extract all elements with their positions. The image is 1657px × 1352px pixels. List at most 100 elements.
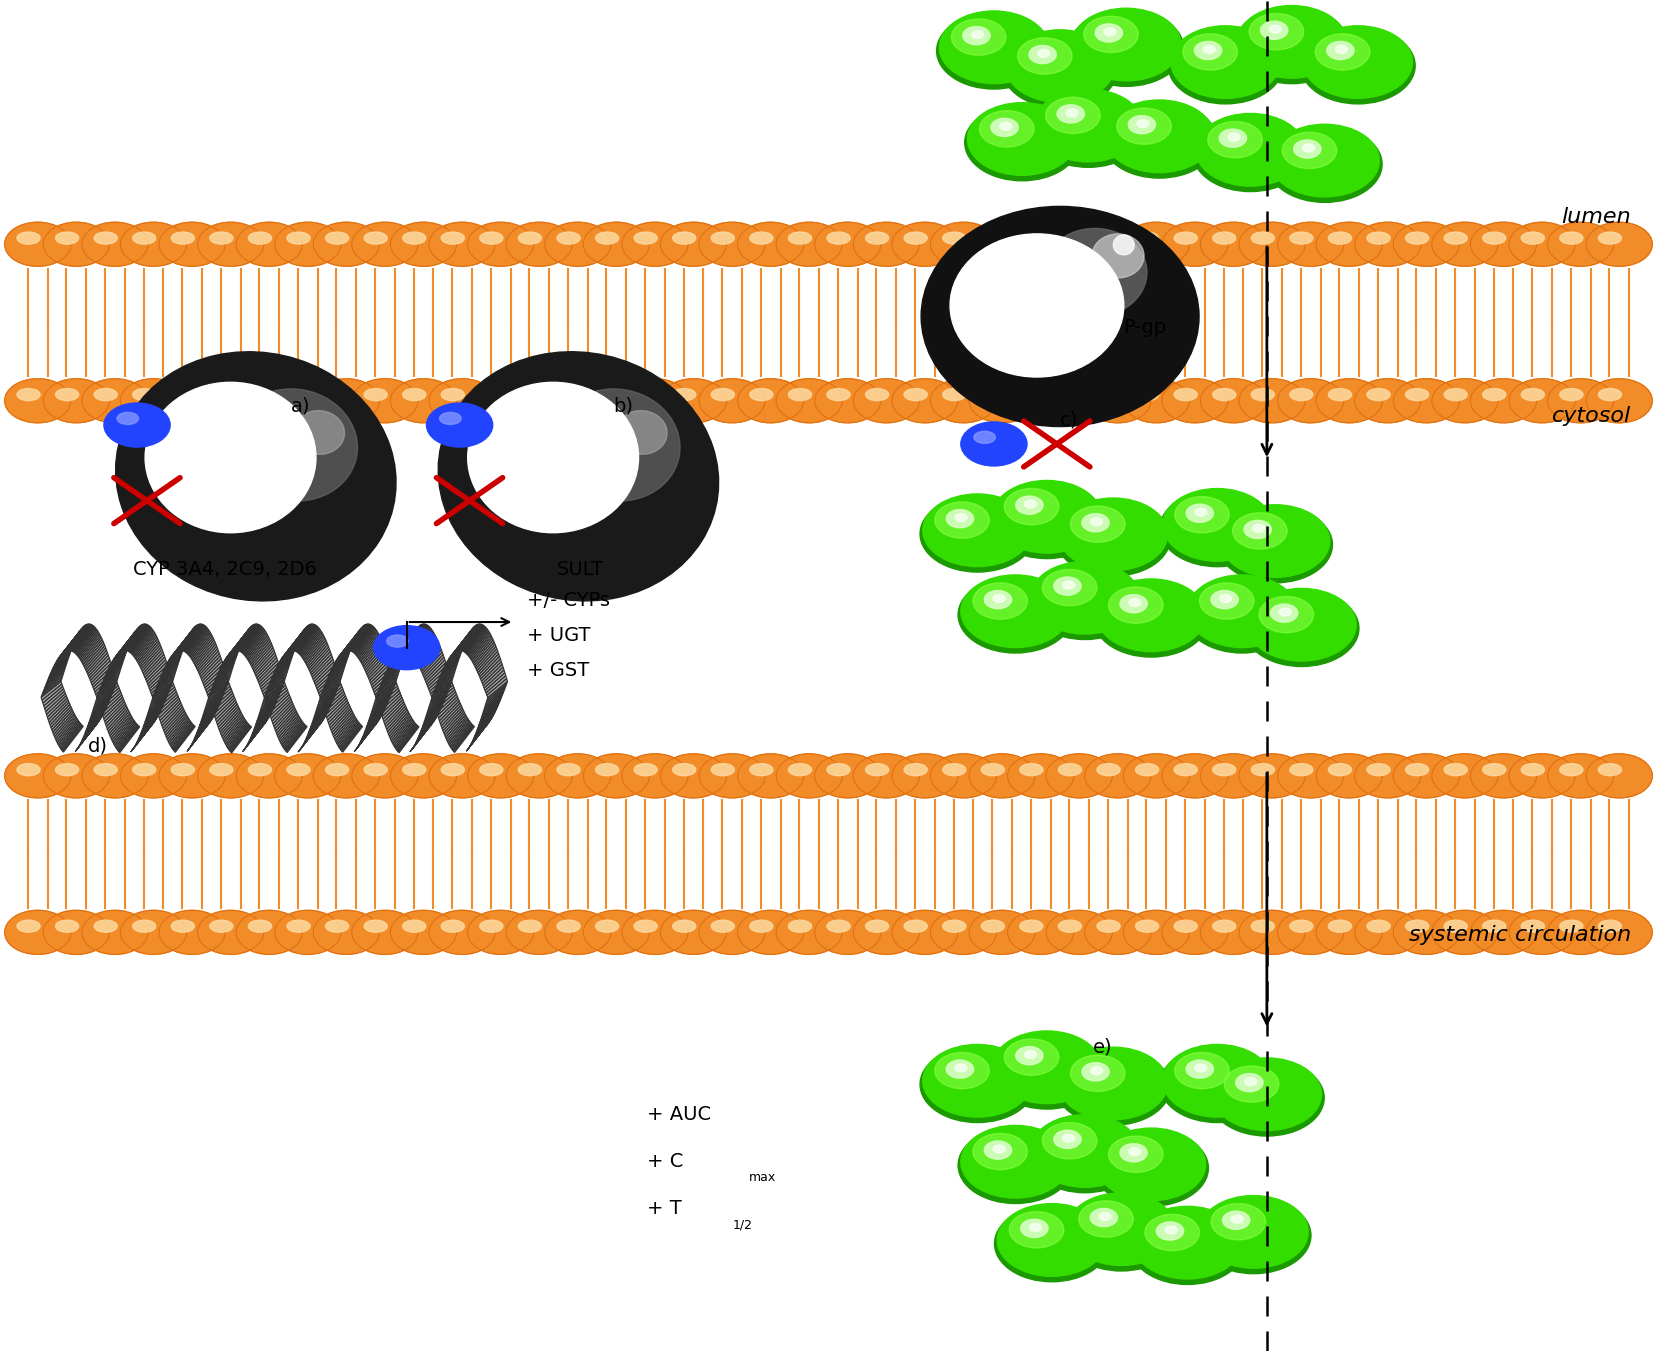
Polygon shape — [186, 626, 205, 653]
Polygon shape — [56, 717, 78, 742]
Polygon shape — [432, 683, 452, 702]
Polygon shape — [361, 639, 383, 665]
Polygon shape — [474, 714, 494, 740]
Polygon shape — [81, 637, 103, 662]
Polygon shape — [192, 717, 214, 744]
Polygon shape — [176, 625, 197, 652]
Polygon shape — [205, 672, 227, 692]
Polygon shape — [60, 722, 81, 749]
Ellipse shape — [699, 754, 766, 798]
Polygon shape — [441, 704, 462, 729]
Polygon shape — [388, 642, 409, 668]
Ellipse shape — [351, 222, 418, 266]
Ellipse shape — [275, 754, 341, 798]
Polygon shape — [303, 719, 323, 746]
Polygon shape — [439, 699, 459, 721]
Ellipse shape — [325, 764, 348, 776]
Polygon shape — [182, 625, 204, 652]
Ellipse shape — [1239, 379, 1306, 423]
Ellipse shape — [365, 921, 388, 933]
Polygon shape — [169, 635, 189, 661]
Polygon shape — [285, 725, 305, 750]
Ellipse shape — [237, 910, 302, 955]
Ellipse shape — [1251, 764, 1274, 776]
Polygon shape — [61, 627, 83, 654]
Polygon shape — [321, 676, 341, 695]
Polygon shape — [78, 633, 99, 658]
Ellipse shape — [1521, 388, 1544, 400]
Ellipse shape — [81, 379, 147, 423]
Polygon shape — [205, 688, 225, 710]
Polygon shape — [318, 683, 340, 703]
Ellipse shape — [1432, 754, 1498, 798]
Ellipse shape — [1165, 1226, 1176, 1234]
Ellipse shape — [1316, 754, 1382, 798]
Ellipse shape — [426, 403, 492, 448]
Polygon shape — [406, 625, 426, 650]
Polygon shape — [416, 718, 436, 744]
Polygon shape — [293, 625, 315, 650]
Polygon shape — [104, 702, 126, 725]
Polygon shape — [423, 703, 442, 727]
Polygon shape — [242, 725, 263, 752]
Polygon shape — [260, 669, 282, 690]
Polygon shape — [200, 656, 220, 679]
Ellipse shape — [197, 910, 263, 955]
Ellipse shape — [737, 754, 804, 798]
Ellipse shape — [635, 764, 658, 776]
Polygon shape — [297, 626, 318, 653]
Polygon shape — [414, 631, 434, 658]
Polygon shape — [358, 721, 379, 746]
Polygon shape — [421, 706, 442, 729]
Ellipse shape — [1042, 1122, 1097, 1159]
Polygon shape — [348, 625, 370, 650]
Ellipse shape — [230, 389, 358, 502]
Polygon shape — [267, 690, 288, 710]
Polygon shape — [85, 711, 104, 735]
Polygon shape — [486, 685, 505, 706]
Ellipse shape — [1251, 388, 1274, 400]
Polygon shape — [393, 634, 414, 660]
Ellipse shape — [1249, 14, 1304, 50]
Ellipse shape — [1135, 764, 1158, 776]
Polygon shape — [98, 677, 118, 696]
Polygon shape — [78, 722, 98, 748]
Polygon shape — [65, 625, 86, 652]
Polygon shape — [436, 692, 457, 713]
Ellipse shape — [171, 233, 194, 245]
Polygon shape — [360, 634, 379, 660]
Ellipse shape — [1200, 910, 1266, 955]
Polygon shape — [61, 629, 81, 656]
Ellipse shape — [1394, 910, 1460, 955]
Polygon shape — [93, 690, 114, 710]
Polygon shape — [381, 692, 401, 714]
Polygon shape — [219, 708, 240, 731]
Ellipse shape — [121, 379, 187, 423]
Polygon shape — [76, 629, 96, 656]
Ellipse shape — [1105, 100, 1215, 173]
Polygon shape — [444, 711, 464, 735]
Polygon shape — [303, 718, 325, 744]
Ellipse shape — [1253, 525, 1264, 533]
Ellipse shape — [1009, 1211, 1064, 1248]
Polygon shape — [189, 722, 209, 749]
Ellipse shape — [1294, 139, 1321, 158]
Ellipse shape — [635, 921, 658, 933]
Polygon shape — [250, 713, 272, 738]
Polygon shape — [254, 650, 275, 673]
Ellipse shape — [1220, 128, 1246, 147]
Ellipse shape — [661, 222, 726, 266]
Ellipse shape — [1213, 388, 1236, 400]
Polygon shape — [247, 634, 268, 660]
Polygon shape — [355, 723, 376, 750]
Polygon shape — [484, 671, 505, 691]
Polygon shape — [154, 687, 176, 707]
Polygon shape — [386, 706, 406, 729]
Polygon shape — [374, 675, 394, 695]
Ellipse shape — [1405, 388, 1428, 400]
Polygon shape — [89, 699, 109, 721]
Polygon shape — [436, 667, 457, 687]
Polygon shape — [207, 684, 227, 703]
Polygon shape — [386, 650, 406, 673]
Ellipse shape — [121, 754, 187, 798]
